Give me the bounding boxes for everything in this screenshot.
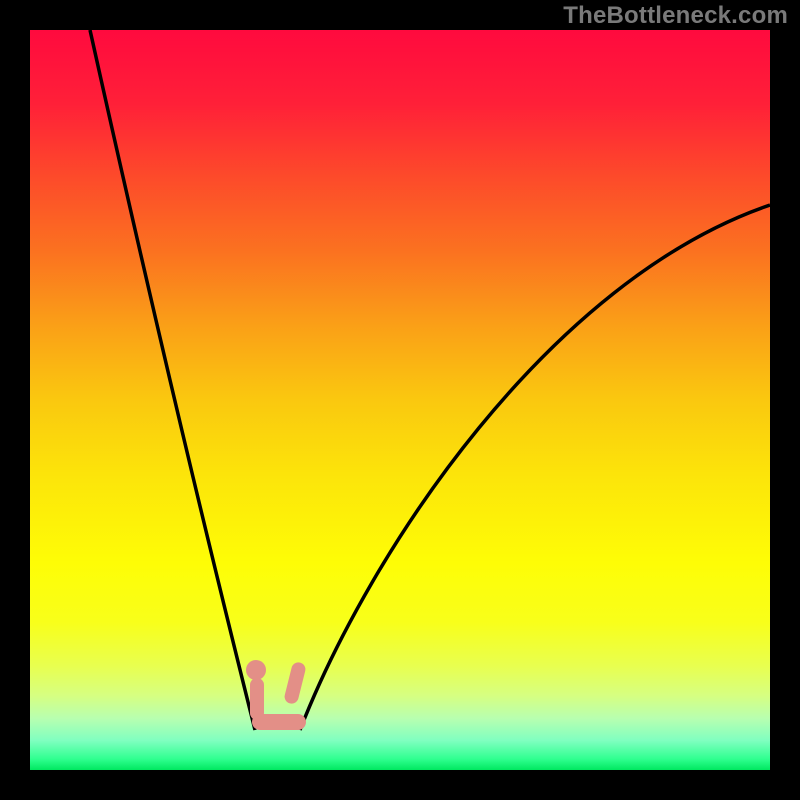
watermark-text: TheBottleneck.com bbox=[563, 2, 788, 30]
outer-frame: TheBottleneck.com bbox=[0, 0, 800, 800]
marker-dot-left bbox=[246, 660, 266, 680]
marker-bar-right bbox=[283, 661, 307, 705]
marker-bar-left bbox=[250, 678, 264, 720]
marker-shape bbox=[30, 30, 770, 770]
marker-bar-bottom bbox=[252, 714, 306, 730]
plot-area bbox=[30, 30, 770, 770]
